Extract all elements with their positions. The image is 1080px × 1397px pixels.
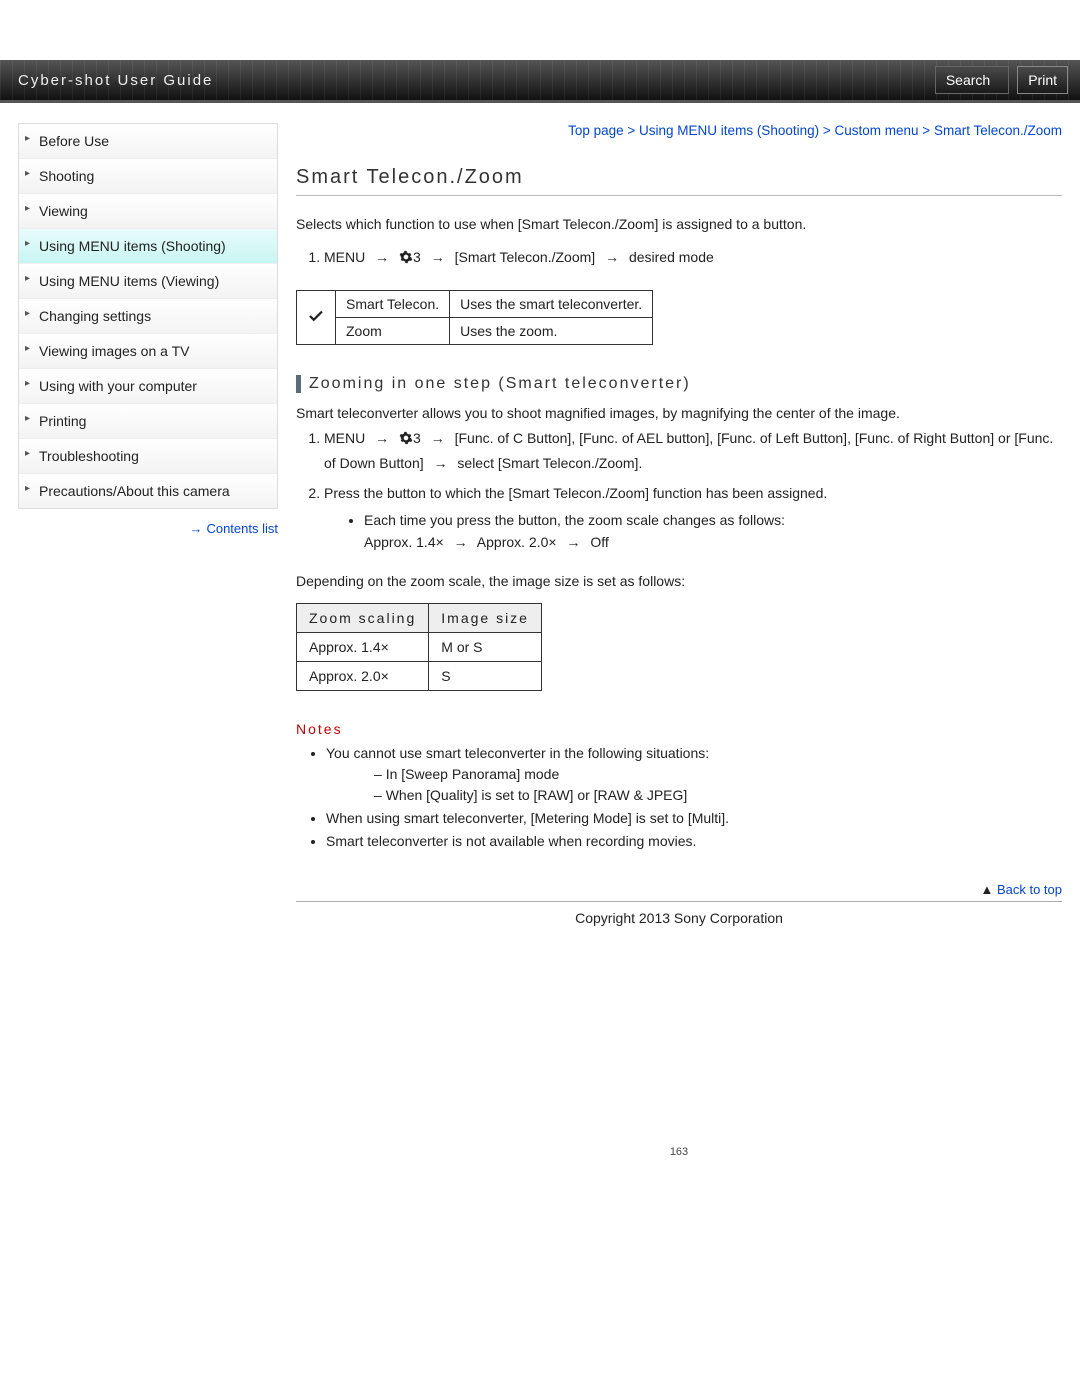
step-desired-mode: desired mode (629, 249, 714, 265)
zoom-scaling-table: Zoom scaling Image size Approx. 1.4× M o… (296, 603, 542, 691)
sidebar-item[interactable]: Viewing (19, 194, 277, 229)
check-icon (297, 291, 336, 345)
note-sub: – In [Sweep Panorama] mode (374, 764, 1062, 785)
notes-list: You cannot use smart teleconverter in th… (326, 743, 1062, 852)
sidebar: Before UseShootingViewingUsing MENU item… (18, 123, 278, 1158)
arrow-icon: → (189, 521, 202, 536)
sidebar-item[interactable]: Using MENU items (Viewing) (19, 264, 277, 299)
header-bar: Cyber-shot User Guide Search Print (0, 60, 1080, 100)
step-menu-item: [Smart Telecon./Zoom] (455, 249, 596, 265)
arrow-icon: → (605, 246, 619, 268)
sub-step-2: Press the button to which the [Smart Tel… (324, 482, 1062, 553)
triangle-up-icon: ▲ (980, 882, 996, 897)
search-button[interactable]: Search (935, 66, 1009, 94)
depending-text: Depending on the zoom scale, the image s… (296, 573, 1062, 589)
table-row: ZoomUses the zoom. (297, 318, 653, 345)
arrow-icon: → (431, 427, 445, 449)
sidebar-item[interactable]: Viewing images on a TV (19, 334, 277, 369)
note-item: You cannot use smart teleconverter in th… (326, 743, 1062, 806)
gear-icon (399, 429, 413, 451)
sidebar-item[interactable]: Changing settings (19, 299, 277, 334)
note-item: Smart teleconverter is not available whe… (326, 831, 1062, 852)
title-separator (296, 195, 1062, 196)
guide-title: Cyber-shot User Guide (18, 72, 213, 89)
step-menu-label: MENU (324, 249, 365, 265)
arrow-icon: → (454, 531, 468, 553)
sub-step-2-bullet: Each time you press the button, the zoom… (364, 509, 1062, 554)
footer-separator (296, 901, 1062, 902)
option-name: Zoom (336, 318, 450, 345)
breadcrumb[interactable]: Top page > Using MENU items (Shooting) >… (296, 123, 1062, 138)
contents-list-link[interactable]: →Contents list (18, 521, 278, 536)
sidebar-item[interactable]: Troubleshooting (19, 439, 277, 474)
zoom-h2: Image size (429, 604, 542, 633)
intro-text: Selects which function to use when [Smar… (296, 216, 1062, 232)
menu-steps: MENU → 3 → [Smart Telecon./Zoom] → desir… (296, 246, 1062, 270)
page-title: Smart Telecon./Zoom (296, 166, 1062, 189)
sidebar-item[interactable]: Shooting (19, 159, 277, 194)
sidebar-item[interactable]: Printing (19, 404, 277, 439)
sidebar-item[interactable]: Precautions/About this camera (19, 474, 277, 508)
sidebar-item[interactable]: Using with your computer (19, 369, 277, 404)
print-button[interactable]: Print (1017, 66, 1068, 94)
option-name: Smart Telecon. (336, 291, 450, 318)
nav-list: Before UseShootingViewingUsing MENU item… (18, 123, 278, 509)
table-row: Approx. 2.0× S (297, 662, 542, 691)
sub-steps: MENU → 3 → [Func. of C Button], [Func. o… (296, 427, 1062, 553)
sub-step-1: MENU → 3 → [Func. of C Button], [Func. o… (324, 427, 1062, 474)
sidebar-item[interactable]: Using MENU items (Shooting) (19, 229, 277, 264)
subsection-intro: Smart teleconverter allows you to shoot … (296, 405, 1062, 421)
main-content: Top page > Using MENU items (Shooting) >… (296, 123, 1062, 1158)
table-row: Smart Telecon.Uses the smart teleconvert… (297, 291, 653, 318)
note-sub: – When [Quality] is set to [RAW] or [RAW… (374, 785, 1062, 806)
notes-heading: Notes (296, 721, 1062, 737)
note-item: When using smart teleconverter, [Meterin… (326, 808, 1062, 829)
table-row: Approx. 1.4× M or S (297, 633, 542, 662)
page-number: 163 (296, 1146, 1062, 1158)
arrow-icon: → (375, 427, 389, 449)
zoom-h1: Zoom scaling (297, 604, 429, 633)
gear-icon (399, 248, 413, 270)
arrow-icon: → (434, 452, 448, 474)
option-desc: Uses the zoom. (450, 318, 653, 345)
back-to-top[interactable]: ▲ Back to top (296, 882, 1062, 897)
arrow-icon: → (566, 531, 580, 553)
step-1: MENU → 3 → [Smart Telecon./Zoom] → desir… (324, 246, 1062, 270)
subsection-title: Zooming in one step (Smart teleconverter… (296, 375, 1062, 393)
option-desc: Uses the smart teleconverter. (450, 291, 653, 318)
sidebar-item[interactable]: Before Use (19, 124, 277, 159)
options-table: Smart Telecon.Uses the smart teleconvert… (296, 290, 653, 345)
arrow-icon: → (431, 246, 445, 268)
arrow-icon: → (375, 246, 389, 268)
gear-number: 3 (413, 249, 421, 265)
copyright: Copyright 2013 Sony Corporation (296, 910, 1062, 926)
